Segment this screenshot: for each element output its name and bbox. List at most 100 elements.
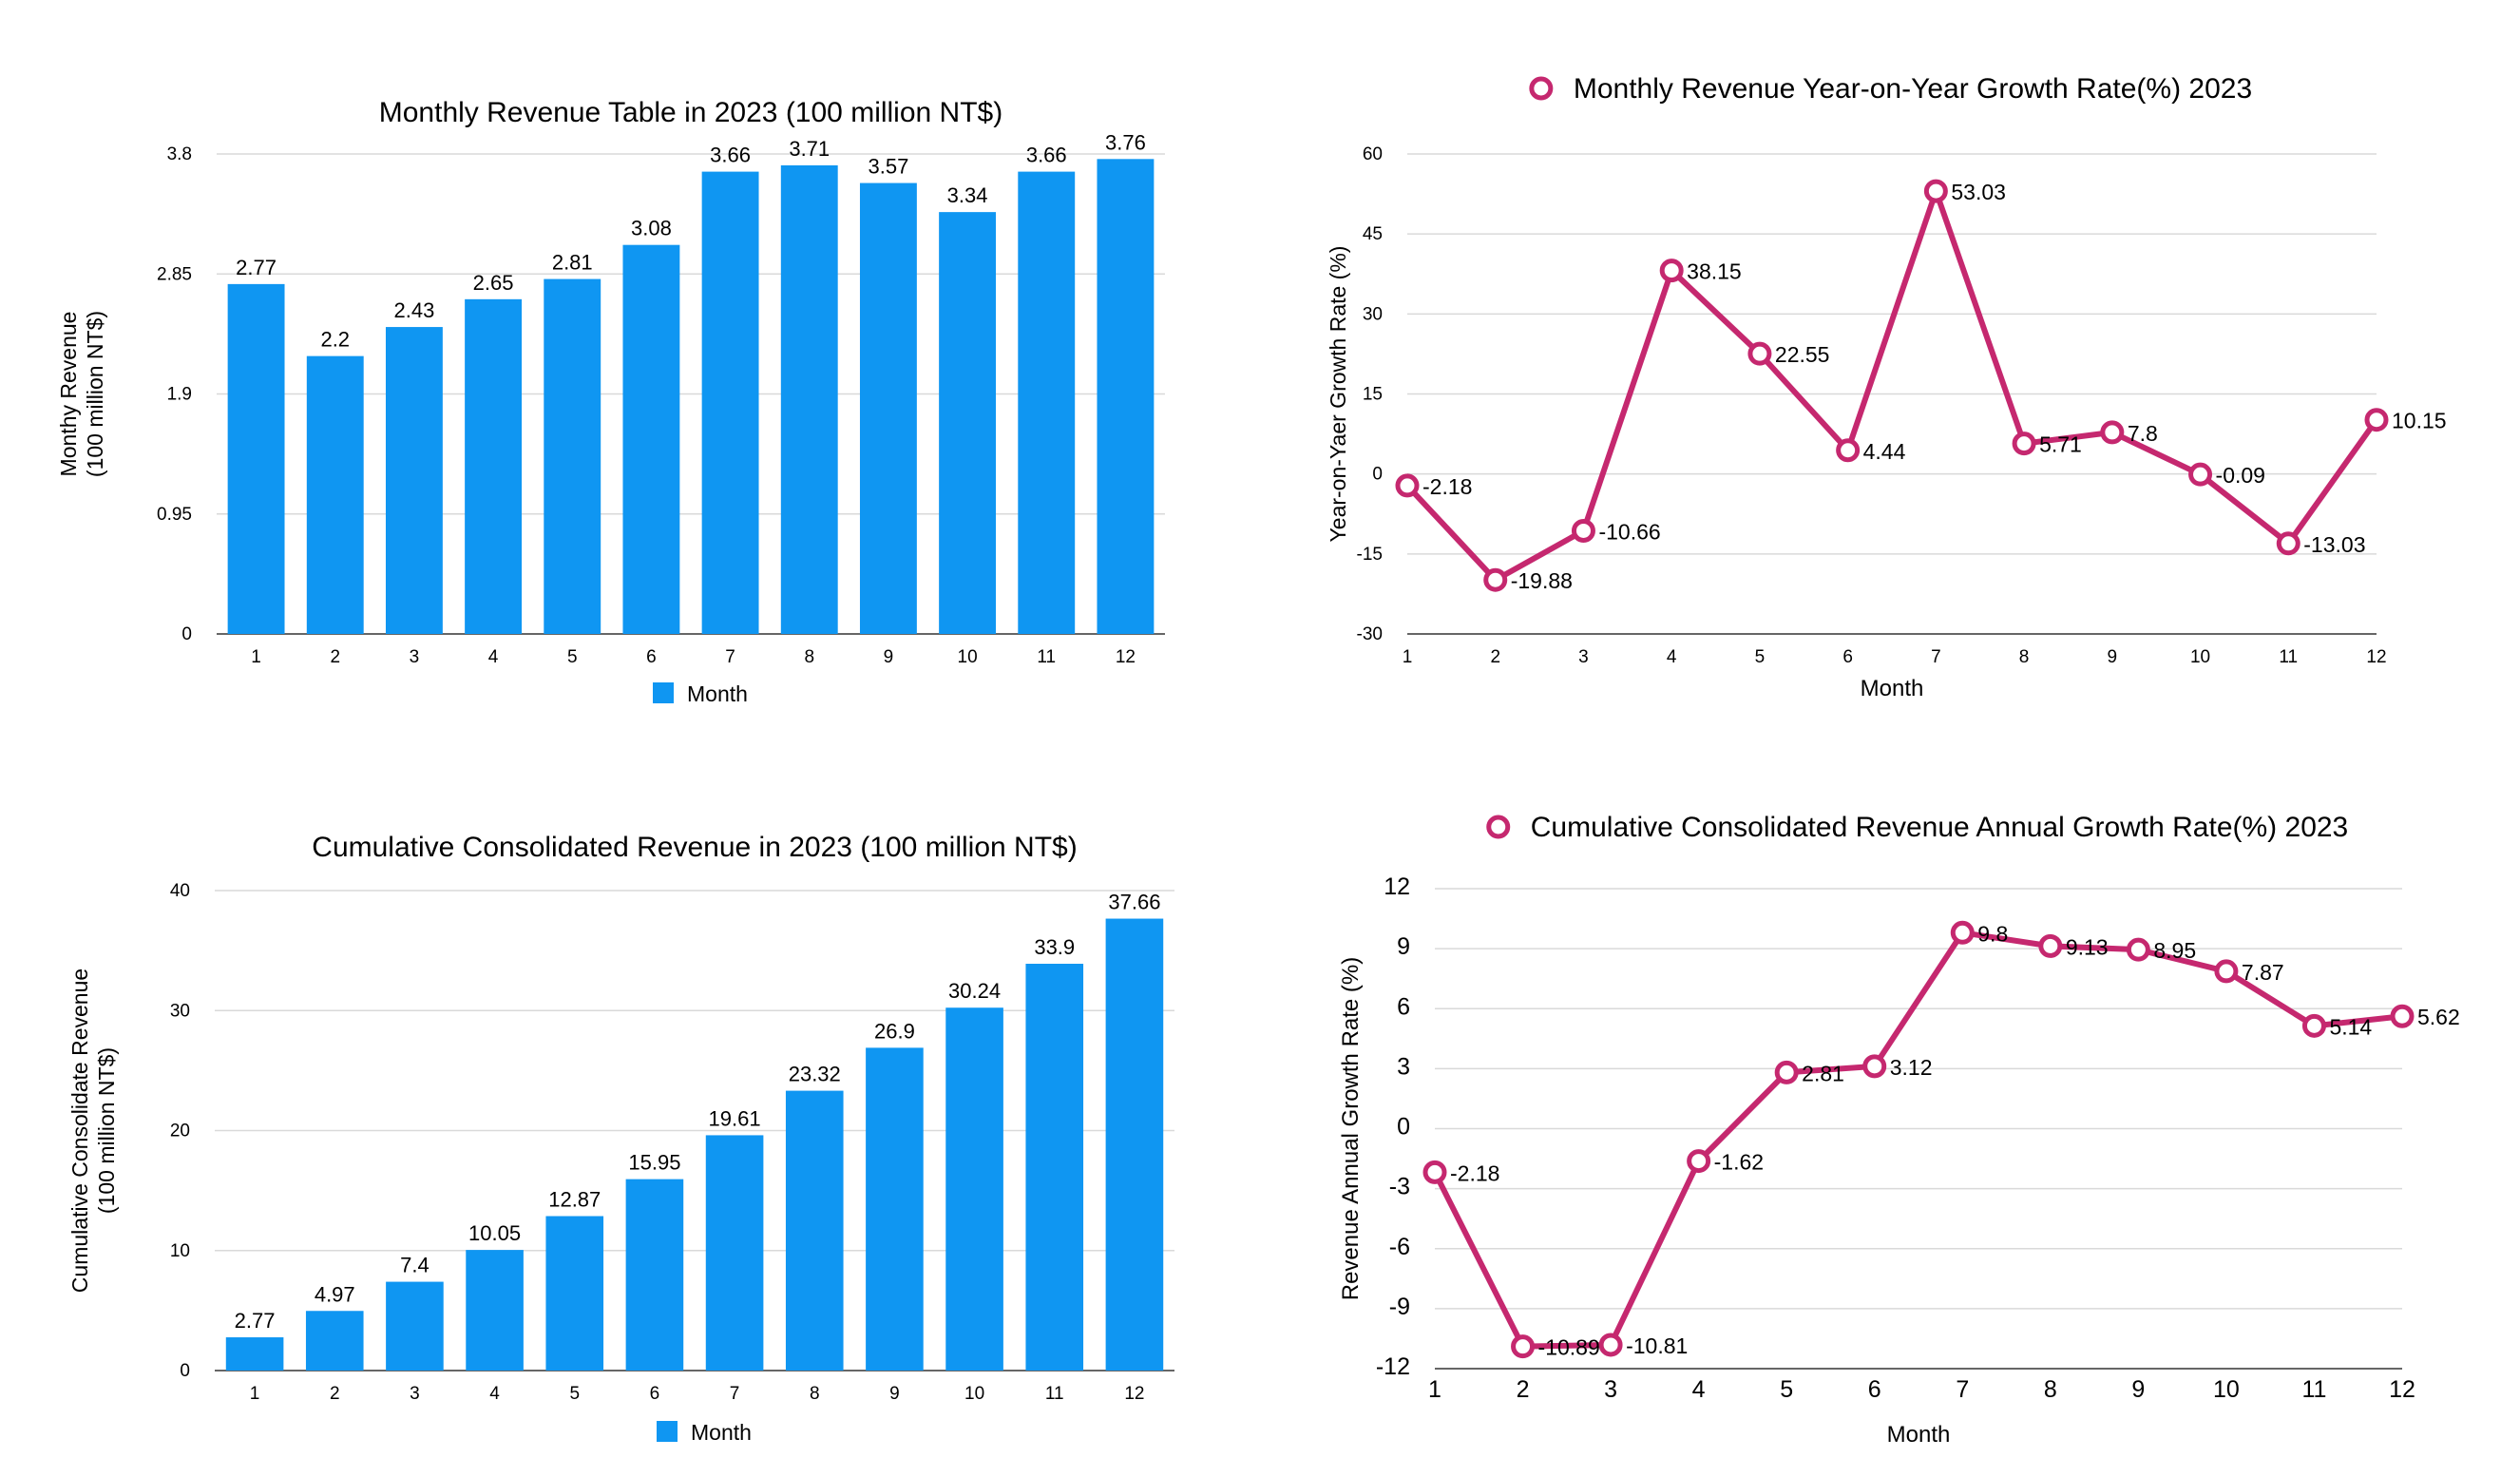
data-label: -0.09 [2216,463,2265,488]
x-axis-label: Month [1861,676,1924,701]
data-label: 26.9 [874,1019,915,1043]
x-tick-label: 1 [1428,1376,1441,1403]
bar [227,283,285,634]
x-tick-label: 4 [489,1384,500,1404]
y-axis-label: (100 million NT$) [94,1047,119,1214]
x-tick-label: 3 [410,1384,420,1404]
data-point [1511,1334,1536,1359]
y-tick-label: 12 [1384,873,1410,900]
x-tick-label: 5 [567,647,578,667]
bar [859,182,917,634]
bar [225,1337,284,1371]
data-label: 3.08 [631,217,672,240]
legend-label: Month [687,681,748,706]
x-tick-label: 7 [1931,647,1941,667]
data-label: 5.62 [2417,1005,2460,1029]
data-label: 2.43 [394,298,435,322]
y-tick-label: -3 [1389,1174,1410,1200]
data-label: 23.32 [789,1063,841,1086]
data-label: 3.66 [1026,144,1067,167]
y-axis-label: Year-on-Yaer Growth Rate (%) [1326,246,1350,543]
data-label: -1.62 [1714,1150,1764,1175]
data-label: 7.8 [2128,421,2158,446]
x-tick-label: 2 [330,647,340,667]
data-label: 33.9 [1034,935,1075,959]
x-tick-label: 12 [1116,647,1136,667]
data-point [2301,1013,2326,1038]
y-tick-label: -15 [1357,545,1383,565]
x-axis-label: Month [1887,1422,1951,1448]
data-label: 8.95 [2153,938,2196,963]
bar [306,355,364,634]
data-label: 2.81 [552,251,593,275]
data-point [1836,438,1861,463]
bar [1018,171,1076,634]
chart-title: Cumulative Consolidated Revenue in 2023 … [312,832,1077,863]
data-point [1659,259,1684,283]
data-label: 4.44 [1863,439,1906,464]
data-point [1483,567,1508,592]
x-tick-label: 6 [650,1384,660,1404]
bar [780,164,838,635]
data-label: 9.13 [2066,934,2109,959]
y-tick-label: 3.8 [167,144,192,164]
data-label: 5.14 [2329,1014,2372,1039]
cumulative-revenue-bar-chart: 0 10 20 30 40 Cumulative Consolidated Revenue… [67,832,1174,1445]
x-tick-label: 7 [1956,1376,1969,1403]
x-tick-label: 3 [1604,1376,1617,1403]
data-point [1422,1160,1447,1184]
y-tick-label: 3 [1397,1053,1410,1080]
y-tick-label: 0.95 [157,505,192,525]
data-point [2364,408,2389,432]
legend-swatch-icon [653,682,674,703]
data-label: 12.87 [548,1188,601,1212]
bar [625,1179,684,1371]
bar [1025,964,1084,1371]
bar [544,278,601,634]
bar [545,1216,604,1371]
data-label: 2.77 [235,1309,276,1333]
x-tick-label: 11 [1037,647,1056,667]
data-point [2100,420,2125,445]
y-tick-label: 9 [1397,933,1410,960]
data-label: 53.03 [1951,180,2006,204]
data-label: -10.89 [1538,1335,1600,1360]
x-tick-label: 12 [2389,1376,2415,1403]
data-label: 10.05 [468,1221,521,1245]
bar [939,212,997,634]
x-tick-label: 3 [410,647,420,667]
data-label: 38.15 [1687,259,1742,284]
chart-title: Monthly Revenue Table in 2023 (100 milli… [379,97,1002,128]
x-tick-label: 3 [1578,647,1589,667]
data-label: 10.15 [2392,409,2447,433]
data-label: 2.2 [320,328,350,352]
data-label: -2.18 [1422,474,1472,499]
legend-swatch-icon [657,1421,678,1442]
x-tick-label: 8 [804,647,814,667]
y-tick-label: 20 [170,1122,190,1141]
data-label: -10.81 [1626,1333,1688,1358]
y-tick-label: 40 [170,881,190,901]
x-tick-label: 12 [2366,647,2386,667]
data-label: 5.71 [2039,432,2082,457]
y-tick-label: 45 [1363,224,1383,244]
y-tick-label: 6 [1397,993,1410,1020]
x-tick-label: 9 [884,647,894,667]
data-label: 7.4 [400,1254,430,1277]
data-label: 9.8 [1977,921,2008,946]
data-label: 30.24 [948,979,1001,1003]
y-axis-label: (100 million NT$) [83,311,107,477]
x-tick-label: 10 [964,1384,984,1404]
data-label: 3.57 [869,155,909,179]
x-tick-label: 8 [810,1384,820,1404]
y-tick-label: 30 [1363,304,1383,324]
data-point [1598,1333,1623,1357]
data-label: 19.61 [709,1106,761,1130]
x-tick-label: 10 [2213,1376,2240,1403]
x-tick-label: 10 [2190,647,2210,667]
x-tick-label: 1 [1403,647,1413,667]
data-point [2214,959,2239,984]
y-tick-label: 0 [180,1361,190,1381]
